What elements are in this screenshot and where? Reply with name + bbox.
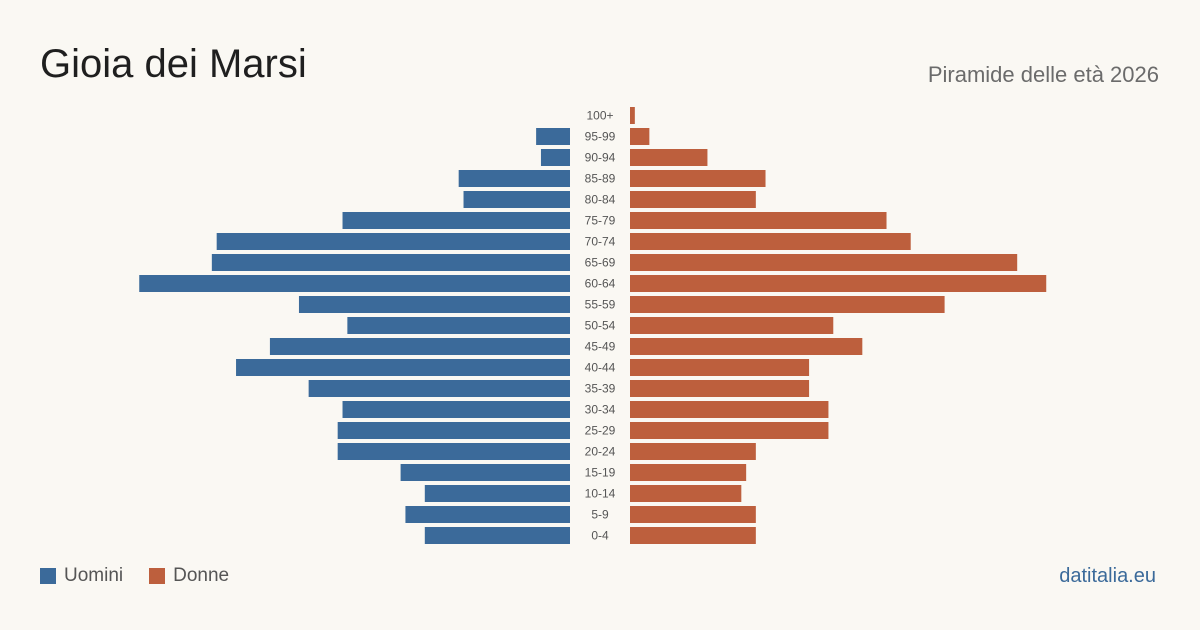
brand-link[interactable]: datitalia.eu [1059, 565, 1156, 587]
legend-swatch-women [149, 568, 166, 584]
bar-men-45-49 [269, 338, 570, 355]
bar-men-30-34 [342, 401, 570, 418]
age-label-45-49: 45-49 [585, 340, 616, 354]
bar-men-15-19 [400, 464, 570, 481]
bar-men-25-29 [337, 422, 570, 439]
bar-men-80-84 [463, 191, 570, 208]
bar-women-0-4 [630, 527, 756, 544]
bar-women-90-94 [630, 149, 708, 166]
bar-men-95-99 [536, 128, 570, 145]
age-label-20-24: 20-24 [585, 445, 616, 459]
age-label-30-34: 30-34 [585, 403, 616, 417]
age-label-10-14: 10-14 [585, 487, 616, 501]
age-label-25-29: 25-29 [585, 424, 616, 438]
bar-men-5-9 [405, 506, 570, 523]
age-label-55-59: 55-59 [585, 298, 616, 312]
age-label-35-39: 35-39 [585, 382, 616, 396]
legend-item-men: Uomini [40, 565, 123, 587]
bar-women-70-74 [630, 233, 911, 250]
bar-women-60-64 [630, 275, 1047, 292]
bar-women-95-99 [630, 128, 650, 145]
bar-men-65-69 [211, 254, 570, 271]
bar-men-50-54 [347, 317, 570, 334]
bar-men-55-59 [298, 296, 570, 313]
bar-men-40-44 [236, 359, 571, 376]
bar-men-85-89 [458, 170, 570, 187]
bar-women-5-9 [630, 506, 756, 523]
bar-women-10-14 [630, 485, 742, 502]
legend-item-women: Donne [149, 565, 229, 587]
legend-label-women: Donne [173, 565, 230, 586]
legend: Uomini Donne [40, 565, 229, 587]
bar-women-85-89 [630, 170, 766, 187]
bar-women-25-29 [630, 422, 829, 439]
age-label-90-94: 90-94 [585, 151, 616, 165]
age-label-5-9: 5-9 [591, 508, 609, 522]
bar-women-55-59 [630, 296, 945, 313]
bar-women-45-49 [630, 338, 863, 355]
bar-women-80-84 [630, 191, 756, 208]
bar-women-75-79 [630, 212, 887, 229]
age-label-0-4: 0-4 [591, 529, 609, 543]
bar-men-70-74 [216, 233, 570, 250]
bar-women-65-69 [630, 254, 1018, 271]
bar-men-0-4 [424, 527, 570, 544]
bar-women-100plus [630, 107, 635, 124]
bar-men-75-79 [342, 212, 570, 229]
bar-men-60-64 [139, 275, 571, 292]
legend-label-men: Uomini [64, 565, 124, 586]
age-label-15-19: 15-19 [585, 466, 616, 480]
chart-title: Gioia dei Marsi [40, 42, 307, 86]
bar-women-15-19 [630, 464, 747, 481]
bar-men-20-24 [337, 443, 570, 460]
chart-subtitle: Piramide delle età 2026 [927, 62, 1159, 87]
bar-women-50-54 [630, 317, 834, 334]
age-label-80-84: 80-84 [585, 193, 616, 207]
bar-women-20-24 [630, 443, 756, 460]
age-label-60-64: 60-64 [585, 277, 616, 291]
bar-men-10-14 [424, 485, 570, 502]
age-label-100plus: 100+ [586, 109, 613, 123]
age-label-50-54: 50-54 [585, 319, 616, 333]
age-label-95-99: 95-99 [585, 130, 616, 144]
bar-men-90-94 [540, 149, 570, 166]
age-label-75-79: 75-79 [585, 214, 616, 228]
age-label-70-74: 70-74 [585, 235, 616, 249]
legend-swatch-men [40, 568, 56, 584]
bar-men-35-39 [308, 380, 570, 397]
age-label-65-69: 65-69 [585, 256, 616, 270]
bar-women-40-44 [630, 359, 810, 376]
bar-women-35-39 [630, 380, 810, 397]
age-label-85-89: 85-89 [585, 172, 616, 186]
age-label-40-44: 40-44 [585, 361, 616, 375]
bar-women-30-34 [630, 401, 829, 418]
